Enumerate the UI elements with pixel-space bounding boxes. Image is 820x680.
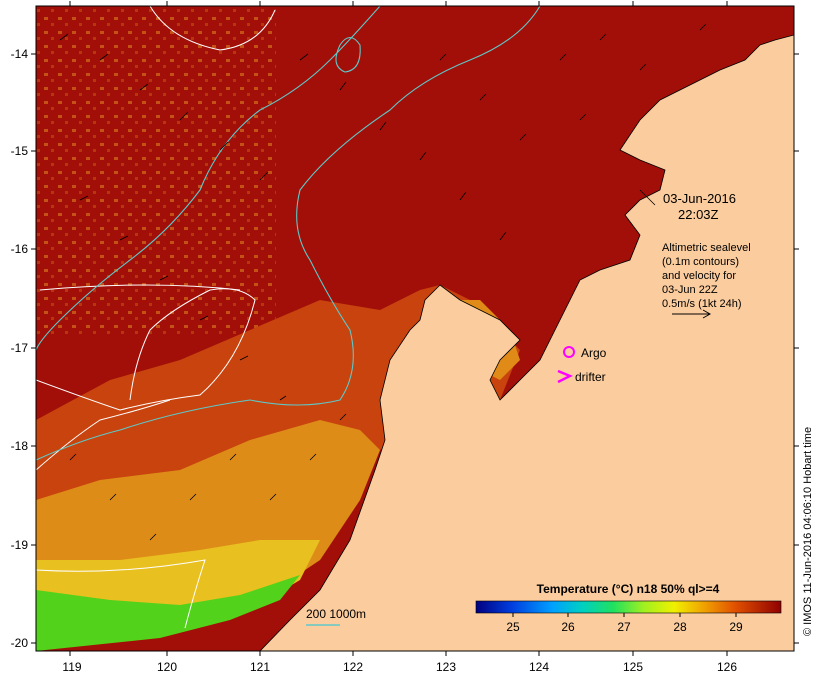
altimetry-line: 0.5m/s (1kt 24h) bbox=[662, 298, 741, 310]
time-label: 22:03Z bbox=[678, 207, 719, 222]
argo-label: Argo bbox=[581, 346, 607, 360]
lat-tick-label: -17 bbox=[11, 341, 29, 355]
altimetry-line: (0.1m contours) bbox=[662, 256, 739, 268]
colorbar-tick-label: 26 bbox=[561, 620, 575, 634]
depth-legend-label: 200 1000m bbox=[306, 607, 366, 621]
date-label: 03-Jun-2016 bbox=[663, 191, 736, 206]
altimetry-line: and velocity for bbox=[662, 270, 736, 282]
plot-area bbox=[36, 6, 794, 651]
lat-tick-label: -20 bbox=[11, 636, 29, 650]
argo-marker bbox=[563, 346, 575, 358]
colorbar: Temperature (°C) n18 50% ql>=4 25 26 27 … bbox=[475, 582, 782, 634]
credit-text: © IMOS 11-Jun-2016 04:06:10 Hobart time bbox=[802, 427, 814, 636]
plot-frame bbox=[35, 5, 795, 652]
depth-contours bbox=[36, 6, 541, 461]
lon-tick-label: 123 bbox=[436, 660, 456, 674]
lon-tick-label: 120 bbox=[157, 660, 177, 674]
lat-tick-label: -19 bbox=[11, 538, 29, 552]
lon-axis: 119 120 121 122 123 124 125 126 bbox=[62, 1, 737, 674]
sealevel-contours bbox=[36, 6, 276, 629]
velocity-vectors bbox=[59, 23, 707, 541]
colorbar-title: Temperature (°C) n18 50% ql>=4 bbox=[537, 582, 720, 596]
lon-tick-label: 122 bbox=[343, 660, 363, 674]
colorbar-tick-label: 28 bbox=[673, 620, 687, 634]
lat-tick-label: -18 bbox=[11, 439, 29, 453]
colorbar-tick-label: 25 bbox=[506, 620, 520, 634]
coastline-land bbox=[259, 6, 794, 651]
drifter-label: drifter bbox=[575, 370, 606, 384]
colorbar-tick-label: 29 bbox=[729, 620, 743, 634]
lat-tick-label: -15 bbox=[11, 144, 29, 158]
drifter-marker bbox=[557, 369, 573, 384]
lon-tick-label: 124 bbox=[529, 660, 549, 674]
lon-tick-label: 119 bbox=[62, 660, 81, 674]
lon-tick-label: 121 bbox=[250, 660, 270, 674]
lon-tick-label: 125 bbox=[623, 660, 643, 674]
lat-tick-label: -14 bbox=[11, 47, 29, 61]
colorbar-tick-label: 27 bbox=[617, 620, 631, 634]
cloud-speckle bbox=[36, 6, 276, 336]
lon-tick-label: 126 bbox=[717, 660, 737, 674]
velocity-scale-arrow bbox=[672, 309, 712, 319]
lat-axis: -14 -15 -16 -17 -18 -19 -20 bbox=[11, 47, 799, 650]
colorbar-gradient bbox=[475, 600, 782, 614]
altimetry-line: Altimetric sealevel bbox=[662, 242, 751, 254]
sea-surface-cold bbox=[36, 575, 300, 651]
altimetry-line: 03-Jun 22Z bbox=[662, 284, 718, 296]
lat-tick-label: -16 bbox=[11, 242, 29, 256]
date-pointer bbox=[639, 189, 656, 206]
